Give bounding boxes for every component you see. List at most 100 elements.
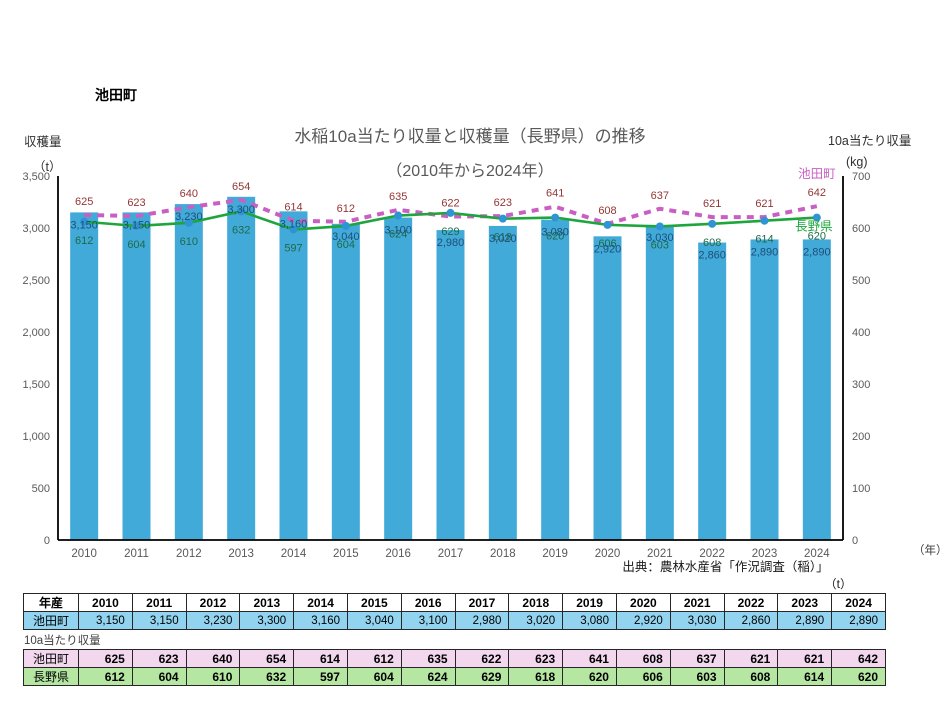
bar-2012	[174, 204, 203, 540]
table-cell: 3,150	[78, 611, 133, 630]
harvest-value-label: 3,080	[541, 227, 569, 239]
ikedacho-value-label: 622	[441, 198, 459, 210]
table-cell: 624	[400, 667, 456, 686]
nagano-value-label: 610	[180, 236, 198, 248]
table-cell: 606	[615, 667, 671, 686]
harvest-value-label: 3,020	[489, 233, 517, 245]
nagano-value-label: 620	[808, 231, 826, 243]
table-cell: 3,020	[508, 611, 564, 630]
table-header-cell: 2015	[346, 593, 402, 612]
ikedacho-value-label: 623	[494, 197, 512, 209]
x-axis-tick: 2019	[542, 548, 568, 560]
x-axis-tick: 2013	[228, 548, 254, 560]
table-cell: 長野県	[23, 667, 79, 686]
table-header-cell: 2024	[831, 593, 886, 612]
table-cell: 623	[131, 649, 187, 668]
table-row: 長野県 612 604 610 632 597 604 624 629 618 620 606 603 6…	[23, 667, 886, 686]
table-cell: 池田町	[23, 611, 79, 630]
x-axis-tick: 2011	[124, 548, 149, 560]
harvest-table: 年産 2010 2011 2012 2013 2014 2015 2016 2017 2018 20…	[23, 593, 886, 630]
table-cell: 3,160	[293, 611, 348, 630]
nagano-value-label: 624	[389, 229, 407, 241]
legend-ikedacho: 池田町	[798, 167, 836, 181]
table-unit-label: （t）	[824, 577, 852, 591]
table-cell: 629	[454, 667, 510, 686]
nagano-marker-2014	[289, 225, 298, 234]
table-cell: 641	[562, 649, 617, 668]
x-axis-tick: 2010	[71, 548, 97, 560]
harvest-value-label: 3,300	[227, 204, 255, 216]
harvest-value-label: 2,920	[594, 243, 622, 255]
x-axis-tick: 2015	[333, 548, 359, 560]
chart-subtitle: （2010年から2024年）	[386, 163, 554, 180]
table-header-cell: 2010	[78, 593, 133, 612]
table-header-cell: 2018	[508, 593, 564, 612]
left-axis-tick: 3,500	[22, 171, 50, 183]
x-axis-unit: （年）	[913, 543, 948, 557]
nagano-marker-2021	[655, 222, 664, 231]
table-header-cell: 2021	[669, 593, 725, 612]
harvest-value-label: 2,890	[751, 246, 779, 258]
ikedacho-value-label: 608	[598, 205, 616, 217]
table-cell: 608	[615, 649, 671, 668]
x-axis-tick: 2018	[490, 548, 516, 560]
table-cell: 3,300	[239, 611, 295, 630]
table-row: 年産 2010 2011 2012 2013 2014 2015 2016 2017 2018 20…	[23, 593, 886, 612]
nagano-value-label: 597	[284, 243, 302, 255]
nagano-marker-2022	[708, 219, 717, 228]
nagano-marker-2011	[132, 221, 141, 230]
ikedacho-value-label: 621	[703, 198, 721, 210]
left-axis-tick: 3,000	[22, 223, 50, 235]
ikedacho-value-label: 623	[127, 197, 145, 209]
table-row: 池田町 3,150 3,150 3,230 3,300 3,160 3,040 3,100 2,…	[23, 611, 886, 630]
table-header-cell: 2017	[454, 593, 510, 612]
harvest-value-label: 3,030	[646, 232, 674, 244]
ikedacho-value-label: 612	[337, 203, 355, 215]
table-header-cell: 2014	[293, 593, 348, 612]
harvest-value-label: 3,150	[123, 219, 151, 231]
left-axis-tick: 0	[44, 535, 50, 547]
nagano-marker-2017	[446, 208, 455, 217]
table-cell: 3,100	[400, 611, 456, 630]
harvest-value-label: 3,100	[384, 225, 412, 237]
nagano-value-label: 608	[703, 237, 721, 249]
table-cell: 3,030	[669, 611, 725, 630]
x-axis-tick: 2021	[647, 548, 673, 560]
right-axis-tick: 500	[852, 275, 870, 287]
table-cell: 623	[508, 649, 564, 668]
table-cell: 2,980	[454, 611, 510, 630]
harvest-value-label: 3,040	[332, 231, 360, 243]
table-cell: 3,230	[185, 611, 241, 630]
table-header-cell: 2013	[239, 593, 295, 612]
table-cell: 622	[454, 649, 510, 668]
table-cell: 632	[239, 667, 295, 686]
nagano-marker-2010	[80, 217, 89, 226]
table-cell: 604	[131, 667, 187, 686]
bar-2010	[70, 212, 99, 540]
bar-2021	[645, 224, 674, 540]
bar-2011	[122, 212, 151, 540]
ikedacho-value-label: 625	[75, 196, 93, 208]
left-axis-title: 収穫量	[24, 135, 62, 149]
left-axis-tick: 1,500	[22, 379, 50, 391]
harvest-value-label: 2,860	[698, 250, 726, 262]
left-axis-tick: 500	[32, 483, 50, 495]
table-cell: 620	[562, 667, 617, 686]
table-cell: 3,080	[562, 611, 617, 630]
ikedacho-yield-line	[84, 197, 818, 226]
table-cell: 620	[831, 667, 886, 686]
bar-2018	[488, 225, 517, 541]
nagano-value-label: 604	[127, 239, 145, 251]
bar-2016	[384, 217, 413, 540]
source-note: 出典：農林水産省「作況調査（稲）」	[622, 560, 829, 574]
nagano-marker-2016	[394, 211, 403, 220]
ikedacho-value-label: 654	[232, 181, 250, 193]
bar-2022	[698, 242, 727, 540]
x-axis-tick: 2016	[385, 548, 411, 560]
table-header-cell: 2023	[777, 593, 833, 612]
table-cell: 612	[78, 667, 133, 686]
left-axis-tick: 2,000	[22, 327, 50, 339]
ikedacho-value-label: 640	[180, 188, 198, 200]
left-axis-tick: 2,500	[22, 275, 50, 287]
